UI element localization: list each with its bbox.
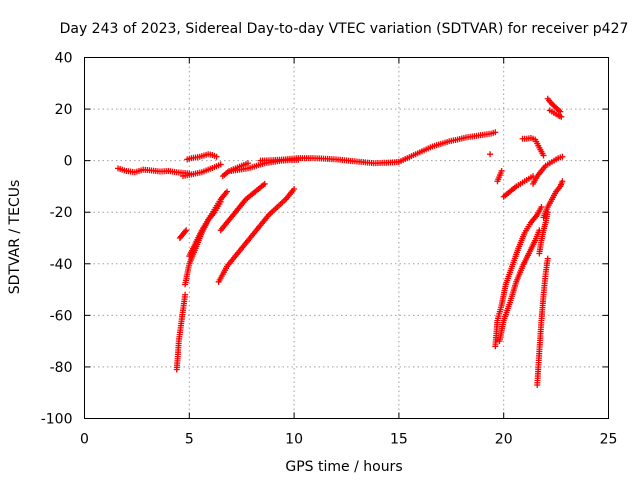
data-point	[558, 113, 565, 120]
data-point	[244, 160, 251, 167]
x-tick-label: 0	[80, 432, 89, 448]
series-arc-22h-top-2	[546, 107, 565, 120]
y-axis-label: SDTVAR / TECUs	[7, 180, 23, 295]
series-arc-20h-deep-2	[496, 227, 543, 345]
x-tick-label: 5	[185, 432, 194, 448]
series-arc-22h-up	[530, 153, 566, 187]
y-tick-label: 20	[55, 102, 73, 118]
data-point	[498, 167, 505, 174]
series-arc-rise-15h	[395, 129, 499, 165]
series-arc-4.5h-deep	[173, 291, 189, 373]
data-point	[544, 255, 551, 262]
grid	[84, 57, 609, 419]
data-point	[182, 228, 189, 235]
data-point	[291, 186, 298, 193]
chart-title: Day 243 of 2023, Sidereal Day-to-day VTE…	[60, 21, 629, 37]
data-point	[224, 188, 231, 195]
data-point	[213, 153, 220, 160]
series-arc-rise-4	[217, 180, 268, 234]
data-point	[183, 227, 190, 234]
series-arc-22h-lower	[540, 178, 566, 221]
x-tick-label: 10	[285, 432, 303, 448]
series-arc-rise-2	[186, 198, 224, 260]
series-arc-21h-dots	[519, 134, 547, 159]
data-point	[261, 180, 268, 187]
series-arc-20h-deep	[492, 204, 545, 350]
y-tick-label: 0	[64, 154, 73, 170]
series-arc-5h-upper	[184, 151, 220, 163]
series-arc-mid-flat	[257, 155, 402, 167]
series-arc-19h-dot	[487, 151, 494, 158]
data-point	[217, 161, 224, 168]
series-arc-22h-mid	[536, 209, 551, 257]
data-point	[217, 198, 224, 205]
data-point	[538, 204, 545, 211]
y-tick-label: -20	[50, 205, 73, 221]
series-arc-22h-deep	[534, 255, 551, 388]
data-point	[544, 209, 551, 216]
data-point	[487, 151, 494, 158]
x-tick-label: 25	[600, 432, 618, 448]
data-points	[115, 95, 566, 388]
data-point	[559, 178, 566, 185]
x-tick-label: 15	[390, 432, 408, 448]
y-tick-label: -40	[50, 257, 73, 273]
series-arc-20h-short	[494, 167, 505, 185]
series-arc-4.5h-fragment	[176, 227, 190, 241]
axis-ticks: 0 5 10 15 20 25 -100 -80 -60 -40 -20 0 20 40	[41, 51, 618, 448]
data-point	[559, 153, 566, 160]
y-tick-label: -80	[50, 360, 73, 376]
series-arc-rise-3	[215, 186, 298, 285]
data-point	[492, 129, 499, 136]
y-tick-label: -100	[41, 412, 73, 428]
y-tick-label: 40	[55, 51, 73, 67]
plot-frame	[84, 57, 609, 419]
data-point	[540, 152, 547, 159]
data-point	[182, 291, 189, 298]
series-arc-5h-mid	[180, 161, 224, 180]
x-tick-label: 20	[495, 432, 513, 448]
y-tick-label: -60	[50, 308, 73, 324]
x-axis-label: GPS time / hours	[285, 459, 402, 475]
